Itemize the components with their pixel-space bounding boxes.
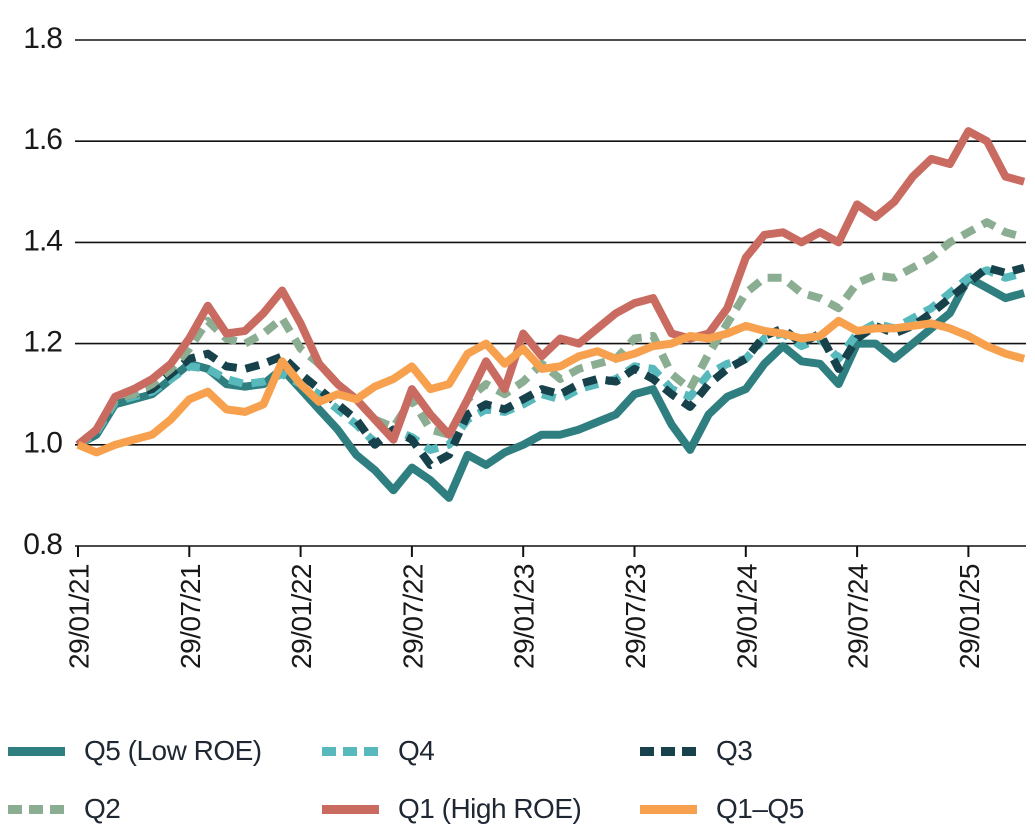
x-tick-label: 29/07/23	[620, 564, 651, 669]
y-tick-label: 0.8	[23, 528, 62, 561]
series-line-4	[75, 218, 1026, 448]
chart-legend: Q5 (Low ROE) Q4 Q3 Q2 Q1 (High ROE) Q1–Q5	[0, 718, 1035, 826]
x-tick-label: 29/01/23	[509, 564, 540, 669]
x-tick-label: 29/01/25	[954, 564, 985, 669]
series-line-5	[75, 127, 1026, 448]
legend-swatch-dashed	[322, 746, 379, 756]
legend-label: Q2	[84, 793, 121, 824]
x-tick-label: 29/07/21	[175, 564, 206, 669]
series-line-6	[76, 316, 1026, 457]
y-tick-label: 1.6	[23, 123, 62, 156]
legend-swatch-solid	[8, 746, 65, 756]
y-tick-label: 1.2	[23, 326, 62, 359]
x-tick-label: 29/01/21	[64, 564, 95, 669]
legend-swatch-solid	[640, 804, 697, 814]
legend-item: Q1 (High ROE)	[322, 792, 640, 826]
y-tick-label: 1.0	[23, 427, 62, 460]
series-line-2	[75, 266, 1026, 454]
x-tick-label: 29/07/24	[843, 564, 874, 669]
legend-label: Q5 (Low ROE)	[84, 735, 262, 766]
x-tick-label: 29/07/22	[397, 564, 428, 669]
legend-swatch-solid	[322, 804, 379, 814]
legend-label: Q1–Q5	[716, 793, 804, 824]
legend-item: Q3	[640, 734, 1035, 768]
legend-item: Q4	[322, 734, 640, 768]
legend-label: Q1 (High ROE)	[398, 793, 582, 824]
legend-label: Q3	[716, 735, 753, 766]
legend-label: Q4	[398, 735, 435, 766]
legend-swatch-dashed	[640, 746, 697, 756]
y-tick-label: 1.4	[23, 224, 62, 257]
legend-swatch-dashed	[8, 804, 65, 814]
legend-item: Q5 (Low ROE)	[8, 734, 322, 768]
legend-item: Q1–Q5	[640, 792, 1035, 826]
x-tick-label: 29/01/24	[731, 564, 762, 669]
y-tick-label: 1.8	[23, 22, 62, 55]
x-tick-label: 29/01/22	[286, 564, 317, 669]
line-chart: 0.8 1.0 1.2 1.4 1.6 1.8 29/01/21 29/07/21 29/01/…	[23, 22, 1026, 669]
legend-item: Q2	[8, 792, 322, 826]
